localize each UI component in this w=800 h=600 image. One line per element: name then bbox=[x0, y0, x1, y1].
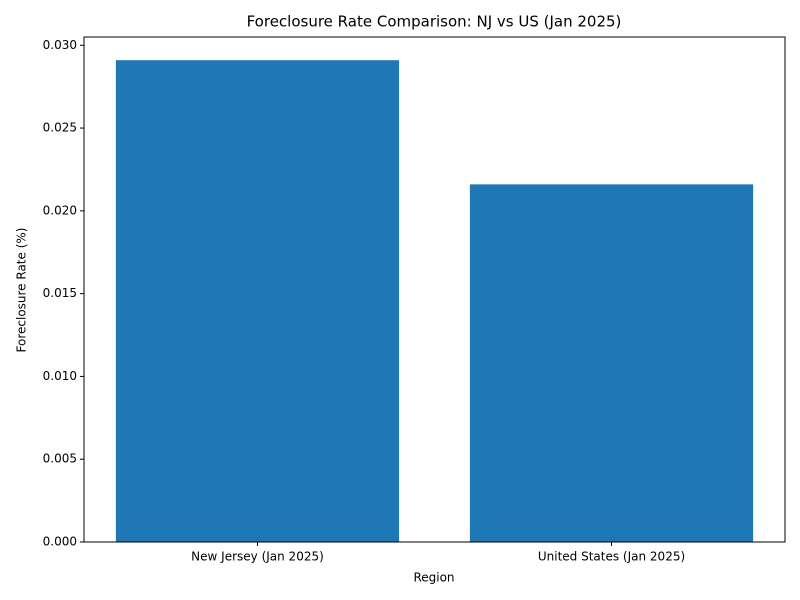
y-tick-label: 0.020 bbox=[43, 203, 77, 217]
y-tick-label: 0.025 bbox=[43, 121, 77, 135]
y-axis-label: Foreclosure Rate (%) bbox=[15, 228, 29, 353]
bar bbox=[469, 184, 754, 542]
y-tick-label: 0.010 bbox=[43, 369, 77, 383]
bar bbox=[115, 60, 400, 542]
plot-frame bbox=[83, 36, 786, 543]
chart-title: Foreclosure Rate Comparison: NJ vs US (J… bbox=[247, 13, 622, 31]
x-axis-label: Region bbox=[413, 571, 454, 585]
x-tick-label: United States (Jan 2025) bbox=[538, 550, 685, 564]
y-tick-label: 0.000 bbox=[43, 535, 77, 549]
y-tick-label: 0.030 bbox=[43, 38, 77, 52]
y-tick-label: 0.005 bbox=[43, 452, 77, 466]
y-tick-label: 0.015 bbox=[43, 286, 77, 300]
x-tick-label: New Jersey (Jan 2025) bbox=[191, 550, 324, 564]
